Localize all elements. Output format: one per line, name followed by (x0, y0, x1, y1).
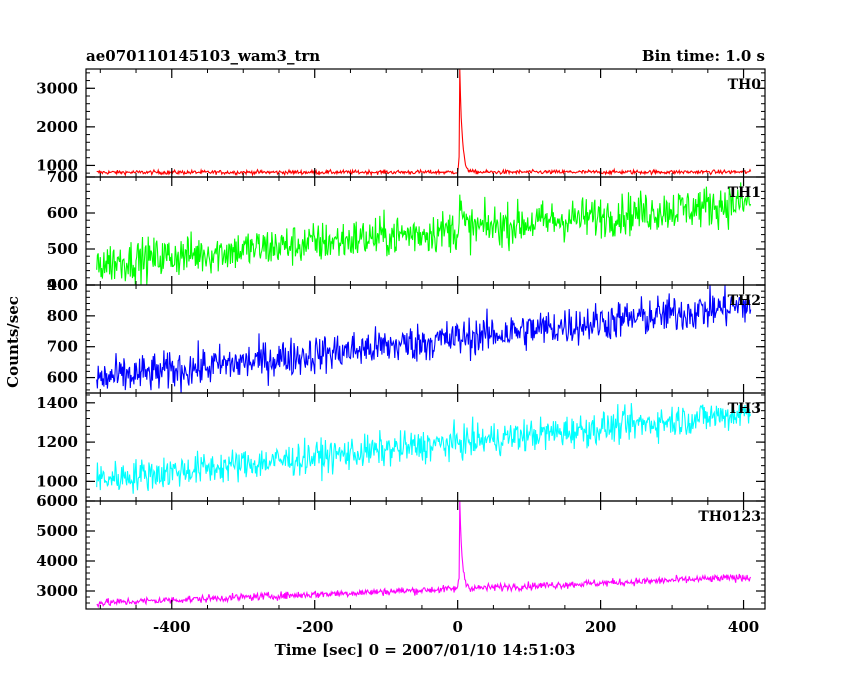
y-tick-label: 500 (47, 240, 78, 258)
panel-th0: 1000 2000 3000 TH0 (36, 68, 766, 178)
chart-header-right: Bin time: 1.0 s (642, 47, 765, 65)
panel-label-th2: TH2 (728, 293, 761, 309)
y-tick-label: 600 (47, 204, 78, 222)
panel-frame (85, 68, 766, 178)
series-line-th3 (96, 403, 752, 494)
panel-th2: 600 700 800 900 TH2 (47, 276, 766, 394)
y-tick-label: 1000 (36, 156, 78, 174)
x-tick-label: 0 (452, 618, 462, 636)
series-line-th0 (96, 69, 752, 177)
y-tick-label: 6000 (36, 492, 78, 510)
panel-frame (85, 500, 766, 610)
y-tick-label: 1200 (36, 433, 78, 451)
y-tick-label: 1000 (36, 472, 78, 490)
x-tick-label: -400 (153, 618, 191, 636)
chart-header-left: ae070110145103_wam3_trn (86, 47, 320, 65)
y-tick-label: 800 (47, 307, 78, 325)
y-tick-label: 2000 (36, 118, 78, 136)
y-axis-label: Counts/sec (4, 296, 22, 388)
y-tick-label: 400 (47, 276, 78, 294)
y-tick-label: 3000 (36, 582, 78, 600)
panel-frame (85, 176, 766, 286)
x-tick-label: 400 (728, 618, 759, 636)
panel-label-th1: TH1 (728, 185, 761, 201)
y-tick-label: 3000 (36, 79, 78, 97)
series-line-th1 (96, 182, 752, 285)
panel-th1: 400 500 600 700 TH1 (47, 168, 766, 294)
x-tick-label: -200 (296, 618, 334, 636)
panel-th0123: 3000 4000 5000 6000 TH0123 (36, 492, 766, 610)
y-tick-label: 1400 (36, 394, 78, 412)
series-line-th0123 (96, 501, 752, 609)
y-tick-label: 4000 (36, 552, 78, 570)
y-tick-label: 600 (47, 369, 78, 387)
panel-th3: 1000 1200 1400 TH3 (36, 392, 766, 502)
y-tick-label: 900 (47, 276, 78, 294)
panel-label-th0: TH0 (728, 77, 762, 93)
x-axis-label: Time [sec] 0 = 2007/01/10 14:51:03 (275, 641, 576, 659)
y-tick-label: 5000 (36, 522, 78, 540)
y-tick-label: 700 (47, 168, 78, 186)
series-line-th2 (96, 285, 752, 393)
y-tick-label: 700 (47, 338, 78, 356)
x-tick-label: 200 (585, 618, 616, 636)
panel-label-th3: TH3 (728, 401, 761, 417)
panel-label-th0123: TH0123 (698, 509, 761, 525)
